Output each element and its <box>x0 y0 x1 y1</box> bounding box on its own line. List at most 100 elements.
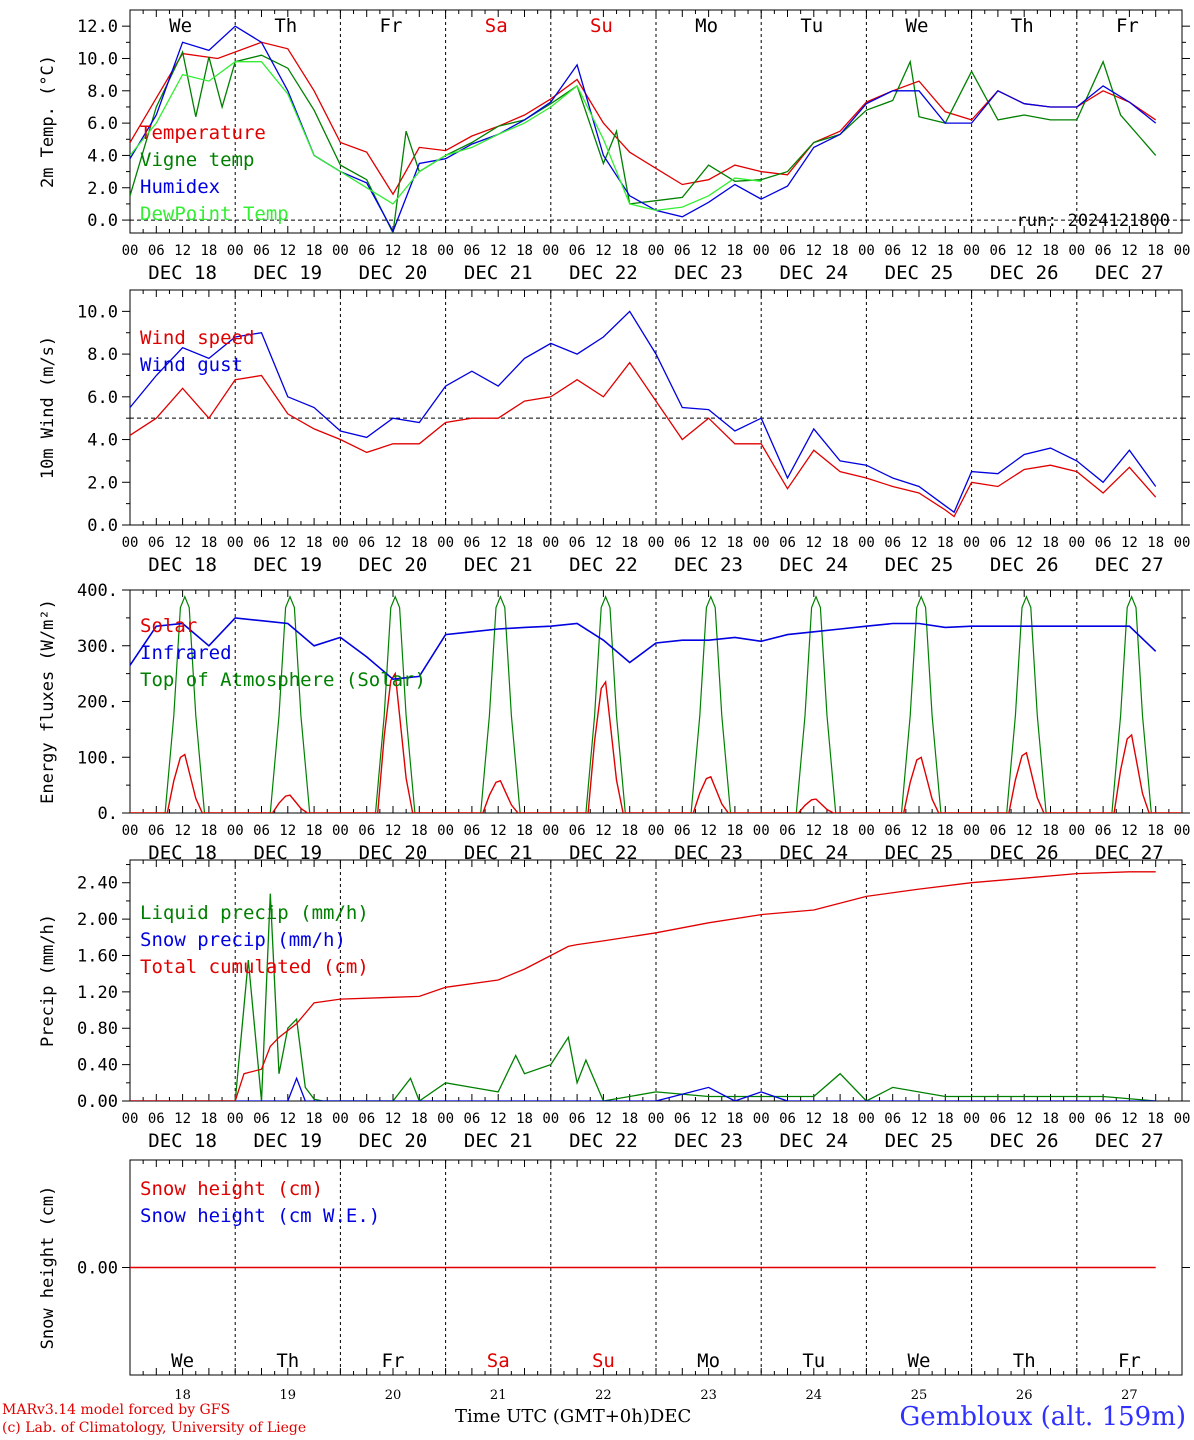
hour-tick-label: 06 <box>463 535 480 551</box>
series-group <box>130 310 1157 518</box>
weekday-label: Sa <box>485 15 508 37</box>
panel-wind: 0.0 2.0 4.0 6.0 8.0 10.0 10m Wind (m/s) Wind sp… <box>38 289 1190 576</box>
legend-entry: Snow precip (mm/h) <box>140 929 346 951</box>
hour-tick-label: 06 <box>674 823 691 839</box>
hour-tick-label: 00 <box>1174 823 1191 839</box>
hour-tick-label: 06 <box>358 535 375 551</box>
hour-tick-label: 18 <box>937 1111 954 1127</box>
series-line-humidex <box>130 25 1157 233</box>
y-tick-label: 0.40 <box>77 1056 118 1076</box>
hour-tick-label: 00 <box>858 243 875 259</box>
hour-tick-label: 12 <box>279 243 296 259</box>
hour-tick-label: 06 <box>884 535 901 551</box>
hour-tick-label: 00 <box>963 823 980 839</box>
hour-tick-label: 18 <box>937 823 954 839</box>
legend-entry: DewPoint Temp <box>140 203 289 225</box>
weekday-label: Th <box>276 1350 299 1372</box>
hour-tick-label: 00 <box>1174 243 1191 259</box>
hour-tick-label: 06 <box>253 823 270 839</box>
y-tick-label: 1.20 <box>77 983 118 1003</box>
series-line-liquid-precip-mm-h- <box>130 893 1156 1101</box>
hour-tick-label: 00 <box>227 243 244 259</box>
series-group <box>130 871 1156 1101</box>
y-tick-label: 8.0 <box>87 82 118 102</box>
hour-tick-label: 00 <box>858 823 875 839</box>
hour-tick-label: 00 <box>963 535 980 551</box>
hour-tick-label: 00 <box>227 823 244 839</box>
hour-tick-label: 18 <box>832 243 849 259</box>
hour-tick-label: 00 <box>648 823 665 839</box>
hour-tick-label: 18 <box>200 1111 217 1127</box>
hour-tick-label: 18 <box>200 535 217 551</box>
weekday-label: We <box>171 1350 194 1372</box>
hour-tick-label: 12 <box>174 823 191 839</box>
day-number-label: 24 <box>806 1388 823 1403</box>
hour-tick-label: 00 <box>332 823 349 839</box>
day-number-label: 25 <box>911 1388 928 1403</box>
weekday-label: Mo <box>695 15 718 37</box>
date-label: DEC 23 <box>674 842 743 864</box>
hour-tick-label: 06 <box>358 243 375 259</box>
hour-tick-label: 00 <box>542 243 559 259</box>
hour-tick-label: 06 <box>148 1111 165 1127</box>
hour-tick-label: 00 <box>1068 823 1085 839</box>
hour-tick-label: 12 <box>700 1111 717 1127</box>
hour-tick-label: 18 <box>200 823 217 839</box>
month-label: DEC <box>649 1406 692 1427</box>
hour-tick-label: 12 <box>385 823 402 839</box>
hour-tick-label: 00 <box>227 1111 244 1127</box>
hour-tick-label: 12 <box>911 535 928 551</box>
hour-tick-label: 00 <box>753 1111 770 1127</box>
hour-tick-label: 06 <box>569 1111 586 1127</box>
date-label: DEC 19 <box>253 262 322 284</box>
date-label: DEC 27 <box>1095 554 1164 576</box>
date-label: DEC 27 <box>1095 842 1164 864</box>
hour-tick-label: 12 <box>595 1111 612 1127</box>
date-label: DEC 19 <box>253 554 322 576</box>
series-line-total-cumulated-cm- <box>130 871 1156 1101</box>
hour-tick-label: 12 <box>911 243 928 259</box>
hour-tick-label: 00 <box>858 535 875 551</box>
legend-entry: Wind gust <box>140 354 243 376</box>
hour-tick-label: 06 <box>569 535 586 551</box>
weekday-label: Fr <box>382 1350 405 1372</box>
hour-tick-label: 06 <box>779 243 796 259</box>
weekday-label: We <box>908 1350 931 1372</box>
hour-tick-label: 06 <box>779 1111 796 1127</box>
hour-tick-label: 06 <box>674 1111 691 1127</box>
hour-tick-label: 12 <box>805 535 822 551</box>
hour-tick-label: 12 <box>911 1111 928 1127</box>
hour-tick-label: 12 <box>279 1111 296 1127</box>
hour-tick-label: 00 <box>332 243 349 259</box>
hour-tick-label: 06 <box>989 823 1006 839</box>
hour-tick-label: 18 <box>1147 243 1164 259</box>
hour-tick-label: 06 <box>989 243 1006 259</box>
time-axis-label: Time UTC (GMT+0h)DEC <box>455 1406 691 1427</box>
panel-frame <box>129 9 1183 234</box>
day-number-label: 20 <box>385 1388 402 1403</box>
hour-tick-label: 18 <box>621 535 638 551</box>
hour-tick-label: 12 <box>911 823 928 839</box>
y-tick-label: 2.0 <box>87 473 118 493</box>
hour-tick-label: 00 <box>122 243 139 259</box>
weekday-label: We <box>906 15 929 37</box>
date-label: DEC 22 <box>569 1130 638 1152</box>
date-label: DEC 18 <box>148 842 217 864</box>
hour-tick-label: 00 <box>437 823 454 839</box>
hour-tick-label: 18 <box>1042 823 1059 839</box>
hour-tick-label: 00 <box>437 243 454 259</box>
panel-temp: 0.0 2.0 4.0 6.0 8.0 10.0 12.0 2m Temp. (°C) Temp… <box>38 9 1191 284</box>
hour-tick-label: 12 <box>174 535 191 551</box>
date-label: DEC 20 <box>359 842 428 864</box>
y-tick-label: 100. <box>77 748 118 768</box>
date-label: DEC 24 <box>779 1130 848 1152</box>
weekday-label: Sa <box>487 1350 510 1372</box>
date-label: DEC 25 <box>885 554 954 576</box>
hour-tick-label: 18 <box>516 243 533 259</box>
date-label: DEC 27 <box>1095 262 1164 284</box>
legend-entry: Snow height (cm W.E.) <box>140 1205 380 1227</box>
solar-line <box>130 671 1182 813</box>
hour-tick-label: 12 <box>1121 1111 1138 1127</box>
hour-tick-label: 06 <box>358 1111 375 1127</box>
